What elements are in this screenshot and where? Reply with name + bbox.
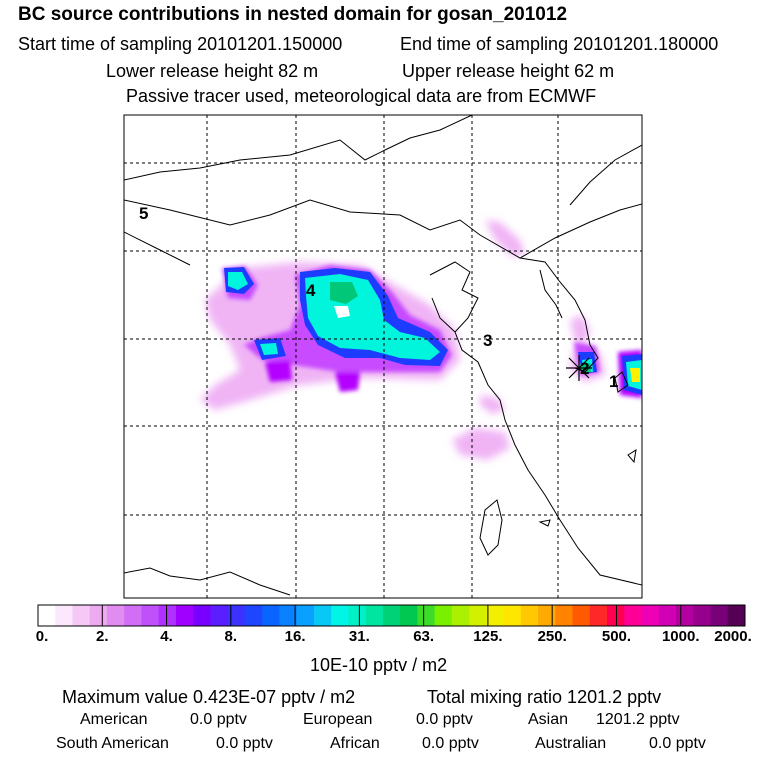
colorbar-segment [727, 605, 746, 626]
tracer-note: Passive tracer used, meteorological data… [126, 86, 597, 106]
colorbar-segment [262, 605, 280, 626]
colorbar-tick-label: 2000. [714, 628, 752, 645]
contrib-australian-name: Australian [535, 735, 607, 752]
colorbar-segment [658, 605, 677, 626]
colorbar-segment [141, 605, 160, 626]
contrib-african-value: 0.0 pptv [422, 735, 479, 752]
colorbar-segment [348, 605, 367, 626]
coastlines [124, 115, 642, 596]
colorbar-segment [313, 605, 332, 626]
colorbar-segment [158, 605, 177, 626]
contrib-asian-name: Asian [528, 711, 569, 728]
colorbar-segment [38, 605, 56, 626]
contrib-asian-value: 1201.2 pptv [596, 711, 680, 728]
colorbar-segment [106, 605, 125, 626]
colorbar-tick-label: 31. [348, 628, 370, 645]
colorbar-segment [89, 605, 108, 626]
max-value: Maximum value 0.423E-07 pptv / m2 [62, 687, 356, 707]
colorbar-tick-label: 8. [224, 628, 238, 645]
colorbar-segment [331, 605, 349, 626]
colorbar-segment [572, 605, 591, 626]
region-label-2: 2 [580, 359, 589, 378]
colorbar-frame [37, 604, 746, 627]
colorbar-tick-label: 2. [96, 628, 109, 645]
contrib-european-value: 0.0 pptv [416, 711, 473, 728]
colorbar-tick-label: 1000. [661, 628, 700, 645]
contrib-european-name: European [303, 711, 373, 728]
colorbar-segment [520, 605, 539, 626]
contrib-american-name: American [80, 711, 148, 728]
colorbar-segment [193, 605, 211, 626]
colorbar-segment [503, 605, 522, 626]
colorbar-segment [624, 605, 643, 626]
colorbar-segment [417, 605, 436, 626]
map-area [124, 115, 642, 598]
contrib-african-name: African [330, 735, 380, 752]
colorbar-segment [641, 605, 660, 626]
colorbar-segment [244, 605, 263, 626]
colorbar-segment [400, 605, 418, 626]
colorbar-segment [55, 605, 73, 626]
region-label-1: 1 [609, 372, 618, 391]
colorbar-segment [365, 605, 384, 626]
map-frame [123, 114, 643, 599]
colorbar-segment [676, 605, 694, 626]
colorbar-segment [710, 605, 729, 626]
contrib-american-value: 0.0 pptv [190, 711, 247, 728]
region-label-5: 5 [139, 204, 148, 223]
colorbar-segment [175, 605, 194, 626]
contrib-south-american-name: South American [56, 735, 169, 752]
colorbar-segment [538, 605, 556, 626]
contrib-australian-value: 0.0 pptv [649, 735, 706, 752]
colorbar-segment [227, 605, 246, 626]
colorbar-tick-label: 4. [160, 628, 173, 645]
colorbar-segment [451, 605, 470, 626]
colorbar-segment [555, 605, 574, 626]
colorbar-tick-label: 0. [35, 628, 49, 645]
contrib-south-american-value: 0.0 pptv [216, 735, 273, 752]
colorbar-segment [296, 605, 315, 626]
start-time: Start time of sampling 20101201.150000 [18, 34, 343, 54]
upper-release-height: Upper release height 62 m [402, 61, 615, 81]
colorbar-segment [486, 605, 505, 626]
colorbar-segment [469, 605, 487, 626]
colorbar-unit-label: 10E-10 pptv / m2 [310, 655, 448, 675]
colorbar-segment [382, 605, 401, 626]
total-mixing-ratio: Total mixing ratio 1201.2 pptv [427, 687, 662, 707]
lower-release-height: Lower release height 82 m [106, 61, 319, 81]
colorbar-segment [434, 605, 453, 626]
colorbar-segment [124, 605, 142, 626]
end-time: End time of sampling 20101201.180000 [400, 34, 719, 54]
colorbar-segment [279, 605, 298, 626]
colorbar-segment [72, 605, 91, 626]
colorbar-segment [589, 605, 608, 626]
colorbar [37, 604, 746, 627]
colorbar-segment [693, 605, 712, 626]
colorbar-tick-label: 16. [284, 628, 306, 645]
colorbar-segment [210, 605, 229, 626]
colorbar-tick-label: 500. [601, 628, 632, 645]
region-label-3: 3 [483, 331, 492, 350]
lat-lon-grid [124, 115, 642, 598]
colorbar-tick-label: 63. [413, 628, 435, 645]
colorbar-segment [607, 605, 625, 626]
region-label-4: 4 [306, 281, 316, 300]
receptor-marker [566, 355, 592, 381]
colorbar-tick-label: 250. [537, 628, 567, 645]
figure-title: BC source contributions in nested domain… [18, 4, 568, 25]
colorbar-tick-label: 125. [473, 628, 503, 645]
